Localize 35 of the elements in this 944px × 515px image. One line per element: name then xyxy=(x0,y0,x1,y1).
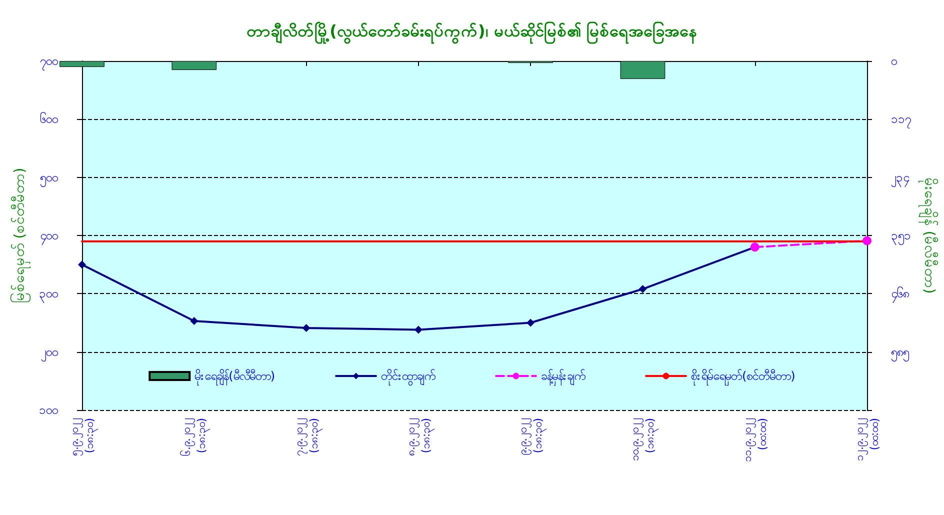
point xyxy=(526,318,535,327)
x-tick-label: ၁၁.၉.၂၀၂၂ (၀၀:၀၀) xyxy=(740,418,769,462)
y-tick-label: ၅၀၀ xyxy=(40,170,58,188)
y2-tick-label: ၄၆၈ xyxy=(891,286,909,304)
x-tick-label: ၇.၉.၂၀၂၂ (၁၈:၃၀) xyxy=(292,418,322,456)
y2-tick-label: ၁၁၇ xyxy=(891,112,911,130)
legend-label: မိုးရေချိန်(မီလီမီတာ) xyxy=(194,368,276,386)
legend-label: ခန့်မှန်းချက် xyxy=(541,368,585,386)
legend-label: စိုးရိမ်ရေမှတ်(စင်တီမီတာ) xyxy=(691,368,796,386)
x-tick-label: ၁၂.၉.၂၀၂၂ (၀၀:၀၀) xyxy=(853,418,881,461)
y2-tick-label: ၀ xyxy=(891,54,897,68)
y-tick-label: ၆၀၀ xyxy=(40,111,58,126)
x-tick-label: ၆.၉.၂၀၂၂ (၁၈:၃၀) xyxy=(180,418,210,456)
chart-title: တာချီလိတ်မြို့(လွယ်တော်ခမ်းရပ်ကွက်)၊ မယ်ဆိုင်မြစ်၏ မြစ်ရေအခြေအနေ xyxy=(246,20,698,44)
point xyxy=(302,324,310,332)
y-tick-label: ၂၀၀ xyxy=(41,344,58,362)
y2-axis-title: မိုးရေချိန် (မီလီမီတာ) xyxy=(919,177,937,294)
y-tick-label: ၁၀၀ xyxy=(39,403,58,417)
legend-label: တိုင်းထွာချက် xyxy=(381,368,435,386)
point xyxy=(78,260,86,269)
y-axis-title: မြစ်ရေမှတ် (စင်တီမီတာ) xyxy=(11,168,30,304)
point xyxy=(862,236,872,246)
point xyxy=(190,317,198,326)
y-tick-label: ၄၀၀ xyxy=(40,228,58,246)
x-tick-label: ၁၀.၉.၂၀၂၂ (၁၈:၃၀) xyxy=(628,418,659,461)
y-tick-label: ၇၀၀ xyxy=(40,54,58,71)
y2-tick-label: ၅၈၅ xyxy=(891,344,909,362)
x-tick-label: ၈.၉.၂၀၂၂ (၁၈:၃၀) xyxy=(404,418,434,456)
y2-tick-label: ၃၅၁ xyxy=(891,228,911,246)
y-tick-label: ၃၀၀ xyxy=(39,286,58,304)
x-tick-label: ၅.၉.၂၀၂၂ (၁၈:၃၀) xyxy=(68,418,98,456)
y2-tick-label: ၂၃၄ xyxy=(891,170,909,188)
x-tick-label: ၉.၉.၂၀၂၂ (၁၈:၃၀) xyxy=(516,418,547,455)
point xyxy=(638,285,647,294)
point xyxy=(414,326,422,334)
